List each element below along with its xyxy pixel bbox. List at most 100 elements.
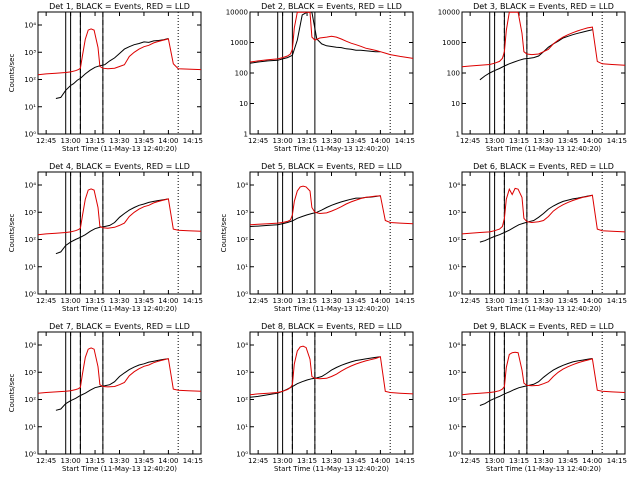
x-axis-label: Start Time (11-May-13 12:40:20) [62,145,177,153]
x-tick-label: 13:00 [485,297,505,305]
panel-7: Det 7, BLACK = Events, RED = LLD 10⁰ 10¹ 10… [8,322,203,473]
x-tick-label: 12:45 [248,457,268,465]
x-tick-label: 13:00 [61,137,81,145]
x-tick-label: 13:45 [134,457,154,465]
plot-frame [461,171,626,295]
x-tick-label: 13:00 [273,297,293,305]
x-tick-label: 13:00 [61,297,81,305]
x-tick-label: 14:00 [158,457,178,465]
series-lld [37,347,202,394]
series-events [479,358,593,406]
x-tick-label: 13:00 [485,457,505,465]
y-tick-label: 10 [239,100,248,108]
x-tick-label: 13:30 [109,137,129,145]
x-tick-label: 13:30 [533,137,553,145]
series-events [55,38,169,99]
panel-title: Det 3, BLACK = Events, RED = LLD [473,2,614,11]
y-tick-label: 10² [236,396,248,404]
panel-5: Det 5, BLACK = Events, RED = LLD 10⁰ 10¹ 10… [220,162,415,313]
y-tick-label: 10⁴ [448,342,460,350]
panel-3: Det 3, BLACK = Events, RED = LLD 1 10 100 10… [438,2,627,153]
x-tick-label: 13:15 [509,297,529,305]
x-tick-label: 14:15 [395,137,415,145]
y-tick-label: 10² [24,396,36,404]
x-tick-label: 12:45 [36,137,56,145]
y-tick-label: 10⁰ [24,451,36,459]
series-lld [249,345,414,396]
panel-title: Det 6, BLACK = Events, RED = LLD [473,162,614,171]
y-tick-label: 10¹ [236,423,248,431]
y-tick-label: 1000 [230,39,248,47]
x-tick-label: 12:45 [460,137,480,145]
y-tick-label: 10³ [448,369,460,377]
x-tick-label: 14:15 [607,137,627,145]
panel-title: Det 7, BLACK = Events, RED = LLD [49,322,190,331]
y-tick-label: 10⁰ [24,291,36,299]
x-tick-label: 13:45 [134,297,154,305]
x-tick-label: 13:15 [509,457,529,465]
panel-title: Det 1, BLACK = Events, RED = LLD [49,2,190,11]
y-tick-label: 10⁴ [24,22,36,30]
x-tick-label: 12:45 [36,297,56,305]
x-tick-label: 13:15 [297,297,317,305]
x-tick-label: 12:45 [460,457,480,465]
x-tick-label: 13:30 [109,297,129,305]
plot-frame [249,11,414,135]
y-tick-label: 10¹ [24,423,36,431]
x-tick-label: 13:45 [558,137,578,145]
x-tick-label: 13:30 [321,137,341,145]
y-tick-label: 10² [448,236,460,244]
x-tick-label: 13:15 [509,137,529,145]
x-tick-label: 14:15 [395,457,415,465]
y-tick-label: 10⁰ [24,131,36,139]
y-tick-label: 10² [236,236,248,244]
y-tick-label: 10³ [236,369,248,377]
x-tick-label: 13:30 [533,457,553,465]
series-events [249,11,381,64]
x-tick-label: 13:15 [85,457,105,465]
x-axis-label: Start Time (11-May-13 12:40:20) [274,465,389,473]
series-lld [461,187,626,235]
x-tick-label: 12:45 [248,137,268,145]
y-tick-label: 10³ [24,369,36,377]
y-tick-label: 1 [244,131,248,139]
x-axis-label: Start Time (11-May-13 12:40:20) [62,305,177,313]
x-tick-label: 14:00 [158,297,178,305]
y-tick-label: 10³ [448,209,460,217]
x-tick-label: 13:45 [346,137,366,145]
x-tick-label: 12:45 [36,457,56,465]
x-tick-label: 13:30 [109,457,129,465]
x-tick-label: 14:15 [183,457,203,465]
panel-1: Det 1, BLACK = Events, RED = LLD 10⁰ 10¹ 10… [8,2,203,153]
plot-frame [37,331,202,455]
y-tick-label: 10⁴ [236,182,248,190]
y-tick-label: 10 [451,100,460,108]
series-lld [461,11,626,68]
x-tick-label: 13:45 [558,297,578,305]
x-axis-label: Start Time (11-May-13 12:40:20) [486,305,601,313]
y-tick-label: 10² [24,236,36,244]
x-tick-label: 13:30 [533,297,553,305]
x-tick-label: 14:00 [370,137,390,145]
y-tick-label: 10² [448,396,460,404]
x-tick-label: 13:00 [485,137,505,145]
y-tick-label: 10¹ [24,263,36,271]
x-tick-label: 14:15 [183,137,203,145]
x-tick-label: 12:45 [248,297,268,305]
x-tick-label: 14:00 [582,137,602,145]
y-tick-label: 10⁰ [448,291,460,299]
panel-2: Det 2, BLACK = Events, RED = LLD 1 10 100 10… [226,2,415,153]
panel-title: Det 9, BLACK = Events, RED = LLD [473,322,614,331]
panel-title: Det 2, BLACK = Events, RED = LLD [261,2,402,11]
x-tick-label: 14:15 [607,297,627,305]
y-tick-label: 10⁰ [236,291,248,299]
panel-4: Det 4, BLACK = Events, RED = LLD 10⁰ 10¹ 10… [8,162,203,313]
y-tick-label: 100 [235,70,248,78]
y-tick-label: 100 [447,70,460,78]
x-tick-label: 14:00 [158,137,178,145]
x-tick-label: 13:15 [85,297,105,305]
x-tick-label: 13:30 [321,297,341,305]
x-axis-label: Start Time (11-May-13 12:40:20) [486,145,601,153]
y-tick-label: 10⁴ [448,182,460,190]
